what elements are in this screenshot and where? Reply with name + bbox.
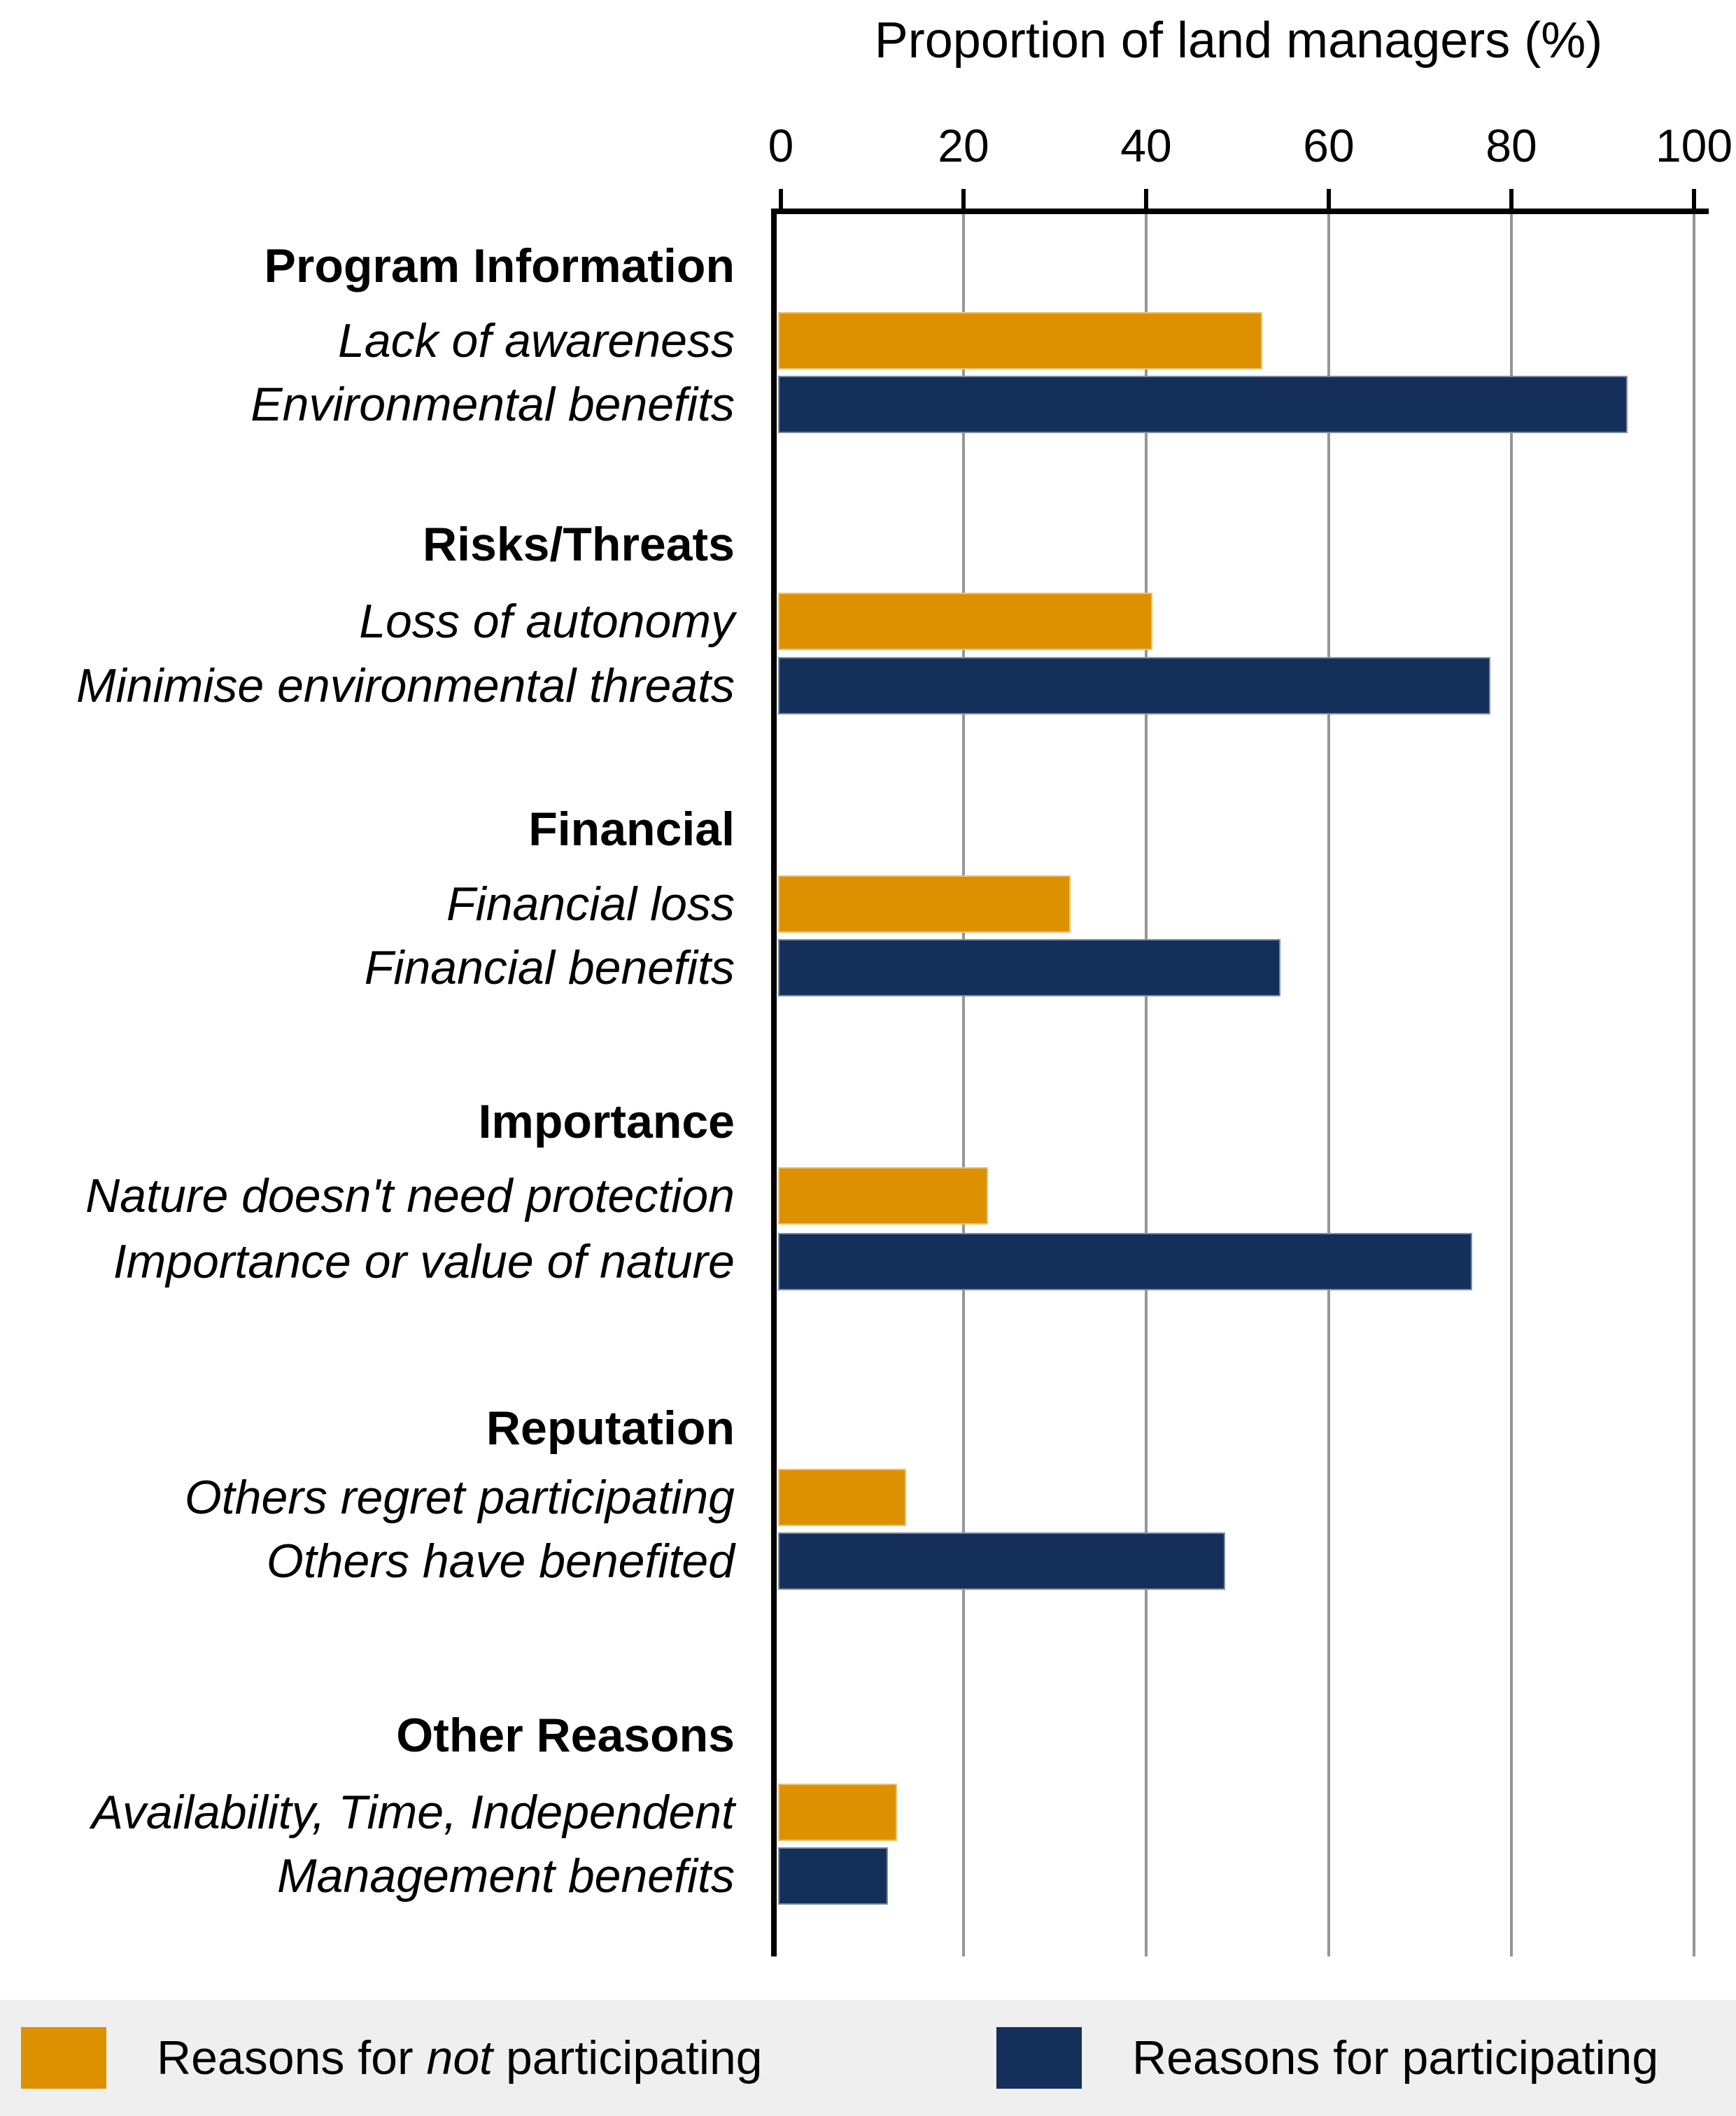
bar-participating (778, 657, 1490, 714)
x-tick-label: 40 (1120, 120, 1172, 171)
gridline (1327, 214, 1330, 1956)
x-tick-label: 0 (768, 120, 794, 171)
legend-label-not-participating: Reasons for not participating (157, 2031, 763, 2085)
bar-not-participating (778, 1784, 897, 1841)
legend-item-participating: Reasons for participating (996, 2000, 1658, 2116)
legend-label-participating: Reasons for participating (1132, 2031, 1659, 2085)
bar-participating (778, 1847, 888, 1905)
x-axis-line (771, 209, 1709, 214)
bar-participating (778, 376, 1628, 433)
legend-swatch-not-participating-icon (21, 2027, 106, 2089)
x-tick-label: 100 (1655, 120, 1733, 171)
legend: Reasons for not participating Reasons fo… (0, 2000, 1736, 2116)
x-tick-mark (1144, 189, 1148, 209)
x-tick-mark (1327, 189, 1331, 209)
category-heading: Importance (478, 1095, 735, 1148)
bar-label: Others regret participating (184, 1471, 735, 1524)
x-tick-mark (1509, 189, 1513, 209)
bar-label: Financial benefits (364, 941, 735, 994)
gridline (962, 214, 965, 1956)
bar-participating (778, 939, 1280, 996)
category-heading: Other Reasons (396, 1709, 735, 1762)
bar-label: Management benefits (277, 1849, 735, 1903)
category-heading: Reputation (486, 1402, 735, 1455)
x-tick-label: 20 (938, 120, 989, 171)
bar-label: Environmental benefits (250, 378, 735, 431)
bar-not-participating (778, 1469, 906, 1526)
bar-label: Availability, Time, Independent (91, 1786, 735, 1839)
y-axis-line (771, 209, 777, 1956)
bar-label: Loss of autonomy (359, 595, 735, 648)
category-heading: Financial (528, 803, 735, 856)
bar-not-participating (778, 312, 1262, 369)
category-heading: Program Information (264, 239, 735, 292)
x-tick-label: 80 (1486, 120, 1537, 171)
bar-not-participating (778, 593, 1153, 650)
x-tick-mark (779, 189, 783, 209)
gridline (1145, 214, 1148, 1956)
gridline (1510, 214, 1513, 1956)
bar-not-participating (778, 875, 1071, 933)
bar-label: Others have benefited (266, 1535, 735, 1588)
bar-participating (778, 1233, 1472, 1290)
gridline (1693, 214, 1695, 1956)
x-tick-mark (1692, 189, 1696, 209)
legend-swatch-participating-icon (996, 2027, 1082, 2089)
legend-item-not-participating: Reasons for not participating (21, 2000, 763, 2116)
bar-label: Minimise environmental threats (76, 659, 735, 712)
x-tick-label: 60 (1303, 120, 1355, 171)
bar-label: Financial loss (446, 877, 735, 931)
category-heading: Risks/Threats (423, 518, 735, 571)
x-axis-title: Proportion of land managers (%) (874, 13, 1603, 69)
bar-participating (778, 1532, 1226, 1590)
bar-label: Importance or value of nature (113, 1235, 735, 1288)
bar-label: Nature doesn't need protection (85, 1169, 735, 1222)
bar-label: Lack of awareness (338, 314, 735, 367)
x-tick-mark (961, 189, 966, 209)
bar-not-participating (778, 1167, 989, 1225)
